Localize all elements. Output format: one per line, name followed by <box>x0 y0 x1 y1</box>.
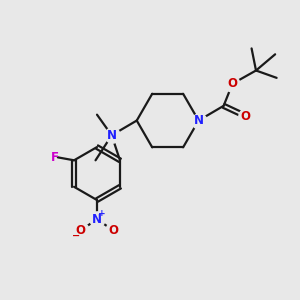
Text: O: O <box>241 110 251 123</box>
Text: O: O <box>227 77 237 90</box>
Text: N: N <box>107 129 117 142</box>
Text: +: + <box>98 209 106 218</box>
Text: O: O <box>76 224 86 237</box>
Text: N: N <box>194 114 204 127</box>
Text: O: O <box>108 224 118 237</box>
Text: −: − <box>72 231 80 241</box>
Text: N: N <box>92 213 102 226</box>
Text: F: F <box>51 151 59 164</box>
